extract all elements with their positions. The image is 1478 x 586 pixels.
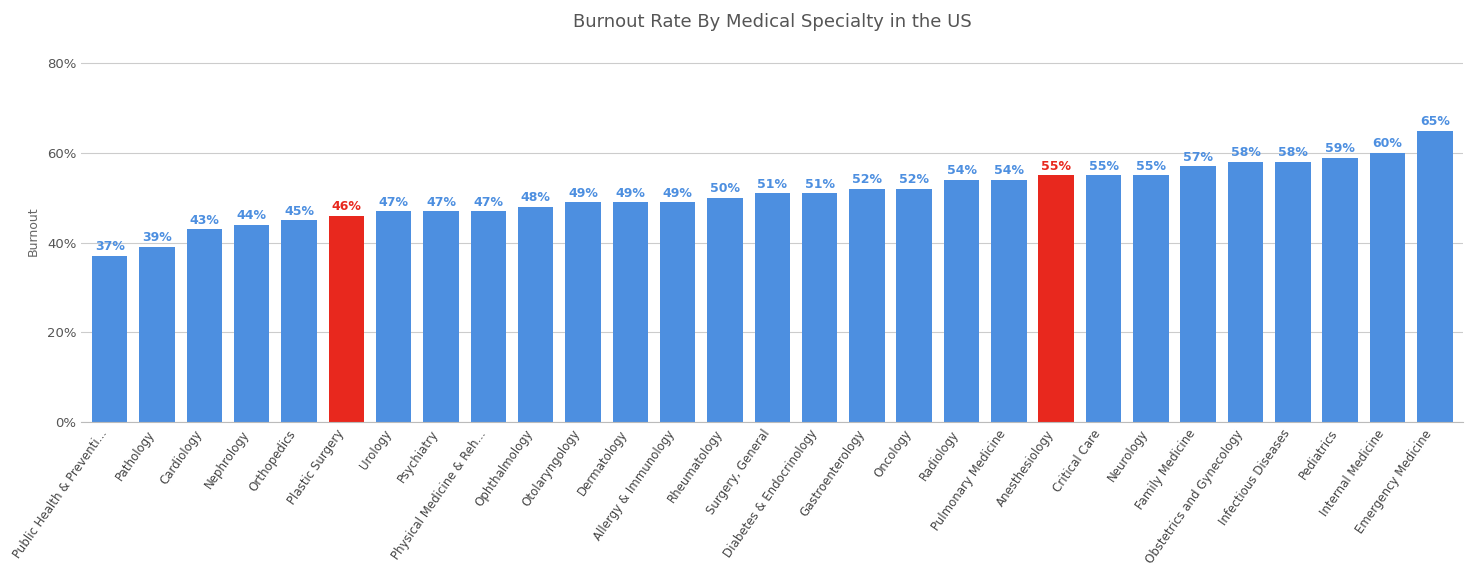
Text: 54%: 54%	[993, 164, 1024, 177]
Bar	[897, 189, 933, 422]
Text: 47%: 47%	[378, 196, 408, 209]
Bar	[944, 180, 980, 422]
Text: 49%: 49%	[568, 187, 599, 200]
Bar	[1228, 162, 1264, 422]
Bar	[1181, 166, 1216, 422]
Text: 47%: 47%	[426, 196, 457, 209]
Text: 45%: 45%	[284, 205, 313, 217]
Text: 46%: 46%	[331, 200, 361, 213]
Bar	[612, 202, 647, 422]
Text: 52%: 52%	[899, 173, 930, 186]
Bar	[706, 198, 742, 422]
Bar	[1370, 153, 1406, 422]
Bar	[992, 180, 1027, 422]
Text: 65%: 65%	[1420, 115, 1450, 128]
Bar	[1417, 131, 1453, 422]
Bar	[1086, 175, 1122, 422]
Bar	[423, 212, 458, 422]
Bar	[850, 189, 885, 422]
Bar	[328, 216, 364, 422]
Text: 58%: 58%	[1278, 146, 1308, 159]
Text: 58%: 58%	[1231, 146, 1261, 159]
Bar	[1039, 175, 1075, 422]
Text: 57%: 57%	[1184, 151, 1213, 164]
Bar	[234, 225, 269, 422]
Text: 49%: 49%	[662, 187, 693, 200]
Text: 60%: 60%	[1373, 137, 1403, 151]
Bar	[139, 247, 174, 422]
Bar	[1323, 158, 1358, 422]
Text: 52%: 52%	[851, 173, 882, 186]
Text: 55%: 55%	[1041, 160, 1072, 173]
Bar	[375, 212, 411, 422]
Bar	[754, 193, 791, 422]
Text: 43%: 43%	[189, 213, 219, 227]
Bar	[281, 220, 316, 422]
Bar	[186, 229, 222, 422]
Text: 50%: 50%	[709, 182, 740, 195]
Text: 49%: 49%	[615, 187, 646, 200]
Text: 51%: 51%	[804, 178, 835, 190]
Text: 47%: 47%	[473, 196, 504, 209]
Y-axis label: Burnout: Burnout	[27, 207, 40, 256]
Text: 54%: 54%	[946, 164, 977, 177]
Bar	[470, 212, 505, 422]
Bar	[565, 202, 600, 422]
Bar	[1276, 162, 1311, 422]
Bar	[517, 207, 553, 422]
Text: 59%: 59%	[1326, 142, 1355, 155]
Text: 37%: 37%	[95, 240, 124, 253]
Text: 55%: 55%	[1137, 160, 1166, 173]
Bar	[659, 202, 695, 422]
Text: 55%: 55%	[1088, 160, 1119, 173]
Bar	[92, 256, 127, 422]
Bar	[803, 193, 838, 422]
Text: 48%: 48%	[520, 191, 551, 204]
Text: 39%: 39%	[142, 231, 171, 244]
Title: Burnout Rate By Medical Specialty in the US: Burnout Rate By Medical Specialty in the…	[573, 13, 971, 31]
Text: 44%: 44%	[236, 209, 266, 222]
Bar	[1134, 175, 1169, 422]
Text: 51%: 51%	[757, 178, 788, 190]
